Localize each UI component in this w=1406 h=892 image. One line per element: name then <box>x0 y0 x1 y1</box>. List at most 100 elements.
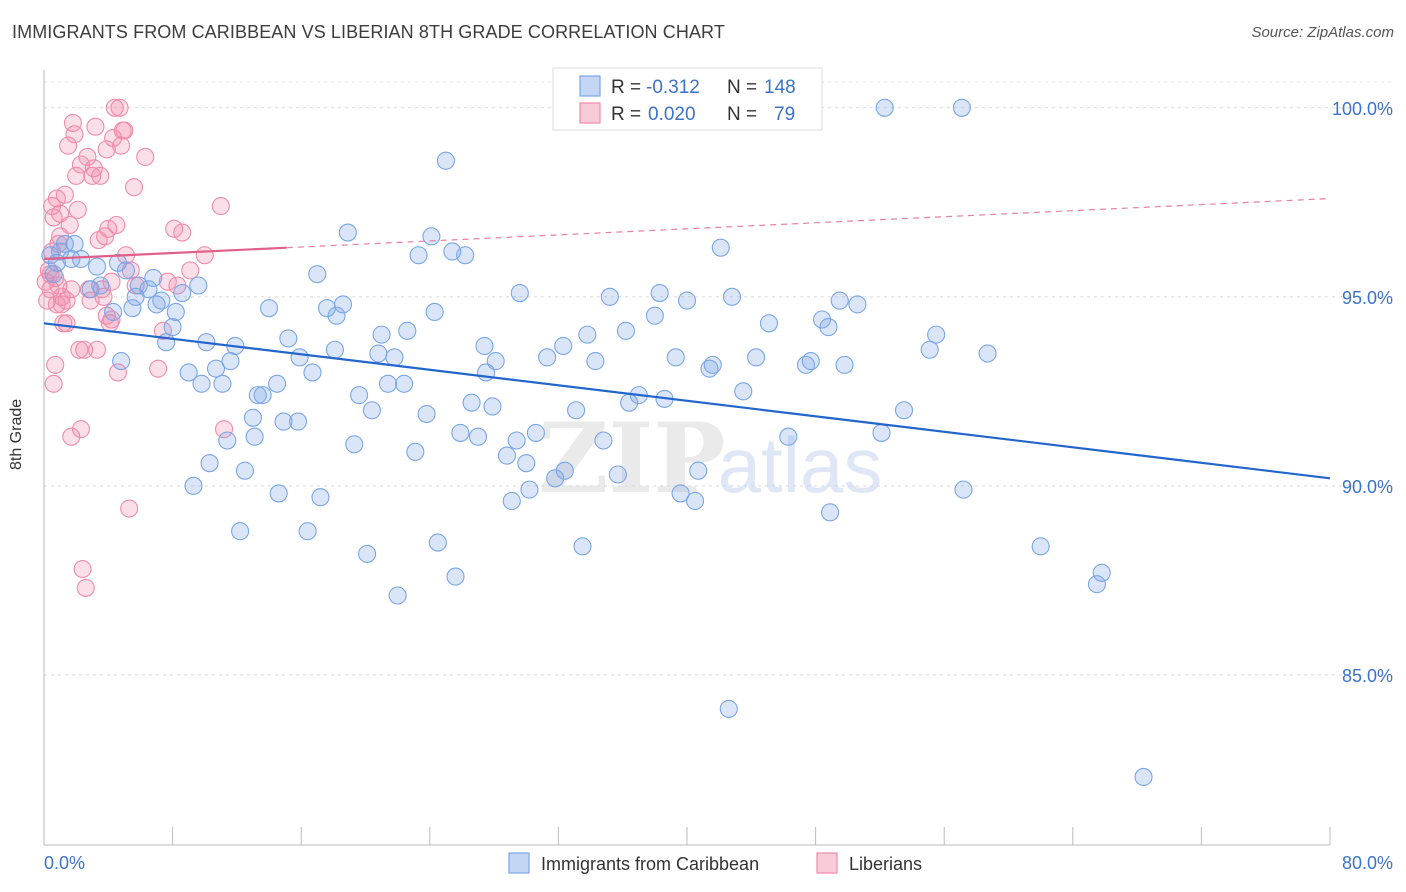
point-liberian <box>211 197 230 216</box>
point-caribbean <box>446 567 465 586</box>
point-caribbean <box>645 306 664 325</box>
point-caribbean <box>927 325 946 344</box>
point-liberian <box>73 559 92 579</box>
point-caribbean <box>475 336 494 356</box>
point-caribbean <box>801 352 820 371</box>
point-caribbean <box>719 699 738 718</box>
point-caribbean <box>759 314 779 333</box>
point-caribbean <box>388 586 407 605</box>
bottom-legend-label-2: Liberians <box>849 854 922 874</box>
trend-line-liberian-extension <box>286 197 1331 249</box>
legend-swatch-blue <box>579 75 601 97</box>
point-caribbean <box>248 386 267 405</box>
watermark-zip: ZIP <box>538 402 725 515</box>
point-caribbean <box>206 359 226 378</box>
point-caribbean <box>835 355 854 374</box>
point-caribbean <box>747 348 766 367</box>
point-caribbean <box>1134 767 1153 787</box>
point-caribbean <box>703 355 722 374</box>
trend-line-liberian <box>43 246 287 261</box>
trend-line-caribbean <box>43 322 1331 480</box>
point-liberian <box>112 136 131 155</box>
correlation-legend: R = -0.312 N = 148 R = 0.020 N = 79 <box>552 67 823 131</box>
series-liberians <box>36 98 234 597</box>
legend-r-value-2: 0.020 <box>648 104 696 125</box>
legend-swatch-pink <box>579 102 601 124</box>
point-liberian <box>44 374 63 393</box>
point-liberian <box>153 321 173 340</box>
point-caribbean <box>954 480 973 499</box>
point-caribbean <box>538 348 557 367</box>
point-caribbean <box>362 401 381 420</box>
gridlines <box>44 81 1393 676</box>
point-caribbean <box>350 386 369 405</box>
point-liberian <box>91 166 110 185</box>
point-caribbean <box>586 352 605 371</box>
point-caribbean <box>311 488 330 507</box>
legend-n-label-1: N = <box>727 77 757 98</box>
axes <box>43 70 1331 846</box>
point-caribbean <box>722 287 742 306</box>
point-caribbean <box>819 318 838 337</box>
point-caribbean <box>436 151 455 170</box>
point-liberian <box>195 246 214 265</box>
point-caribbean <box>166 302 185 322</box>
y-tick-label: 90.0% <box>1342 477 1393 497</box>
point-caribbean <box>600 287 619 306</box>
legend-n-label-2: N = <box>727 104 757 125</box>
point-caribbean <box>327 306 346 325</box>
point-caribbean <box>526 423 545 442</box>
point-caribbean <box>483 397 502 416</box>
point-caribbean <box>372 325 391 344</box>
point-liberian <box>65 125 84 144</box>
point-liberian <box>181 261 200 280</box>
point-caribbean <box>303 363 322 382</box>
point-caribbean <box>417 404 436 424</box>
point-caribbean <box>425 302 444 322</box>
x-tick-label-min: 0.0% <box>44 853 85 873</box>
point-caribbean <box>179 363 198 382</box>
point-caribbean <box>290 348 309 367</box>
point-liberian <box>110 98 129 117</box>
point-caribbean <box>200 454 219 473</box>
point-caribbean <box>554 336 573 356</box>
point-caribbean <box>395 374 414 393</box>
point-caribbean <box>152 291 171 310</box>
point-caribbean <box>555 461 574 480</box>
point-liberian <box>158 272 177 291</box>
point-liberian <box>102 272 121 291</box>
watermark: ZIP atlas <box>538 402 882 515</box>
source-label: Source: ZipAtlas.com <box>1251 24 1394 41</box>
legend-n-value-1: 148 <box>764 77 796 98</box>
point-caribbean <box>139 280 158 299</box>
point-caribbean <box>848 295 867 314</box>
point-liberian <box>70 340 89 359</box>
point-caribbean <box>44 265 63 284</box>
point-liberian <box>57 314 76 333</box>
point-liberian <box>173 223 192 242</box>
point-caribbean <box>650 283 669 303</box>
point-liberian <box>86 117 105 136</box>
point-caribbean <box>517 454 536 473</box>
point-caribbean <box>221 352 240 371</box>
point-liberian <box>214 420 234 439</box>
tick-labels: 85.0% 90.0% 95.0% 100.0% 0.0% 80.0% <box>44 99 1393 873</box>
point-liberian <box>57 291 76 310</box>
point-caribbean <box>65 234 84 253</box>
point-caribbean <box>173 283 192 303</box>
point-caribbean <box>333 295 353 314</box>
point-caribbean <box>671 484 690 503</box>
point-liberian <box>62 427 81 446</box>
point-caribbean <box>546 469 565 488</box>
point-liberian <box>76 578 95 597</box>
point-caribbean <box>779 427 798 446</box>
point-caribbean <box>259 299 279 318</box>
point-caribbean <box>894 401 914 420</box>
point-caribbean <box>385 348 404 367</box>
point-liberian <box>59 136 78 155</box>
point-liberian <box>68 200 87 219</box>
point-caribbean <box>298 522 317 541</box>
point-liberian <box>108 363 127 382</box>
point-liberian <box>60 215 79 235</box>
